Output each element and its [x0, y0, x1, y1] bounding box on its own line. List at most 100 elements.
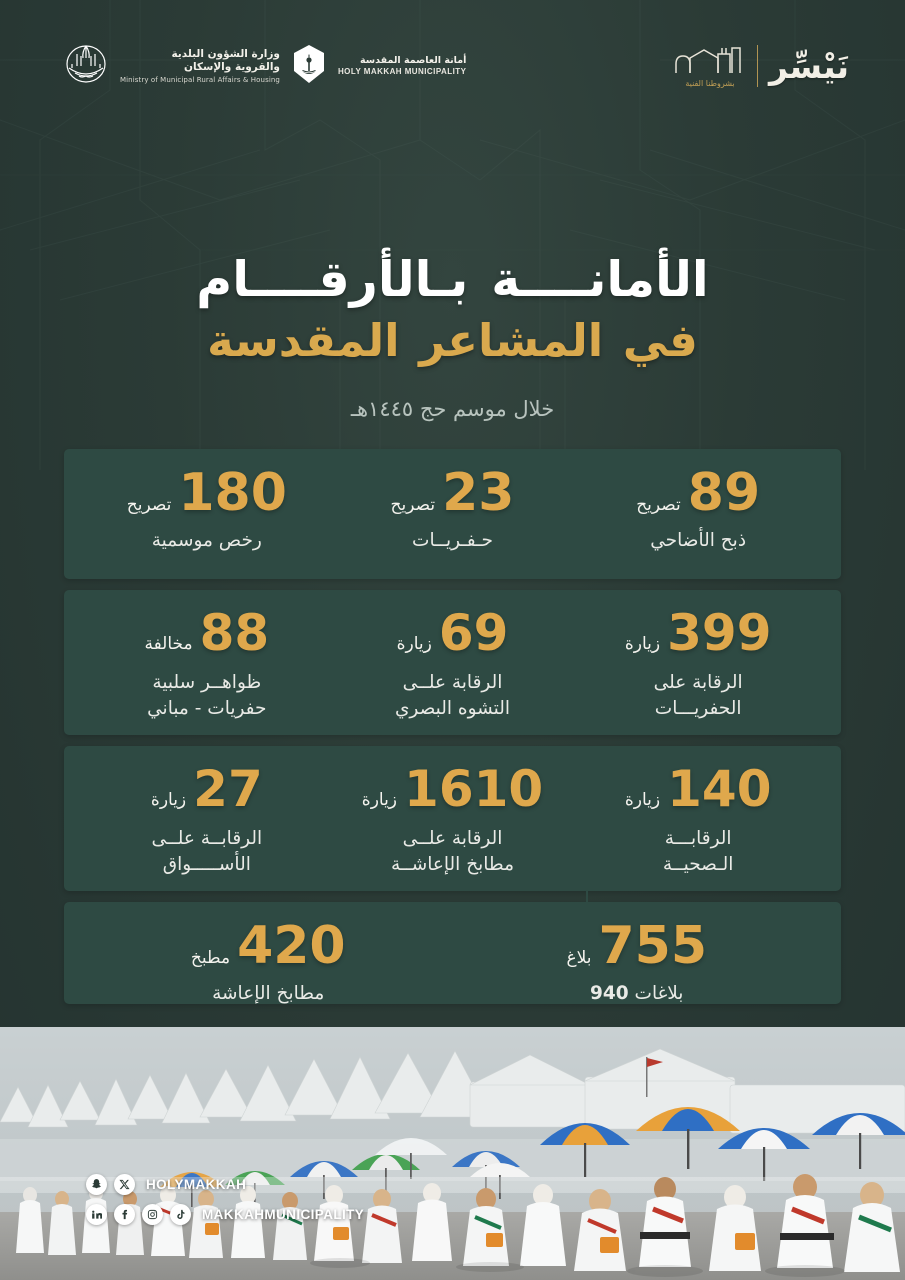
- stat-description-line1: الرقابة علــى: [402, 671, 503, 693]
- stat-value-line: 88 مخالفة: [90, 604, 324, 663]
- stat-unit: زيارة: [361, 789, 398, 810]
- logo-divider: [757, 45, 759, 87]
- stat-value: 1610: [404, 760, 544, 819]
- stat-description-bold: 940: [590, 982, 629, 1004]
- stat-description: حـفـريــات: [412, 529, 493, 551]
- municipality-text: أمانة العاصمة المقدسة HOLY MAKKAH MUNICI…: [338, 55, 466, 78]
- stat-unit: تصريح: [636, 494, 681, 515]
- x-twitter-icon[interactable]: [114, 1174, 135, 1195]
- stat-value: 27: [193, 760, 263, 819]
- social-handle: MAKKAHMUNICIPALITY: [202, 1207, 365, 1222]
- makkah-skyline-icon: بشروطنا الفنية: [674, 44, 746, 88]
- stat-value: 140: [667, 760, 772, 819]
- stat-value: 69: [438, 604, 509, 663]
- stat-unit: زيارة: [624, 633, 661, 654]
- tiktok-icon[interactable]: [170, 1204, 191, 1225]
- stat-value-line: 399 زيارة: [581, 604, 815, 663]
- municipality-arabic: أمانة العاصمة المقدسة: [360, 54, 467, 66]
- government-logos: أمانة العاصمة المقدسة HOLY MAKKAH MUNICI…: [64, 42, 466, 90]
- stat-value-line: 140 زيارة: [581, 760, 815, 819]
- pilgrims-photo: [0, 1027, 905, 1280]
- stat-description-line2: الحفريـــات: [654, 698, 742, 720]
- emblem-caption: بشروطنا الفنية: [685, 79, 735, 88]
- stat-cell: 420 مطبخ مطابخ الإعاشة: [84, 916, 453, 1006]
- stat-value-line: 180 تصريح: [90, 463, 324, 524]
- stat-cell: 180 تصريح رخص موسمية: [84, 463, 330, 553]
- poster-header: نَيْسِّر بشروطنا الفنية أمانة العاصمة ال: [0, 0, 905, 132]
- stat-value-line: 755 بلاغ: [459, 916, 816, 977]
- saudi-shield-icon: [292, 44, 326, 88]
- social-handle: HOLYMAKKAH: [146, 1177, 247, 1192]
- stat-description-line2: الأســـــواق: [162, 854, 251, 876]
- social-row-makkahmunicipality: MAKKAHMUNICIPALITY: [86, 1204, 364, 1225]
- snapchat-icon[interactable]: [86, 1174, 107, 1195]
- stat-value: 23: [442, 463, 515, 524]
- stat-value: 399: [667, 604, 772, 663]
- stat-description-line2: التشوه البصري: [394, 698, 511, 720]
- nysr-brand-logo: نَيْسِّر بشروطنا الفنية: [674, 44, 850, 88]
- stat-description-line2: مطابخ الإعاشــة: [390, 854, 515, 876]
- stat-description: بلاغات 940: [459, 982, 816, 1006]
- ministry-text: وزارة الشؤون البلدية والقروية والإسكان M…: [120, 48, 280, 85]
- poster-title: الأمانــــة بـالأرقــــام: [196, 251, 709, 308]
- stat-cell: 399 زيارة الرقابة على الحفريـــات: [575, 604, 821, 720]
- stat-description: رخص موسمية: [151, 529, 262, 551]
- stat-unit: مطبخ: [190, 947, 231, 968]
- stat-description-line1: الرقابـــة: [664, 827, 732, 849]
- stat-cell: 1610 زيارة الرقابة علــى مطابخ الإعاشــة: [330, 760, 576, 876]
- ministry-palm-emblem-icon: [64, 42, 108, 90]
- stat-unit: بلاغ: [566, 947, 592, 968]
- nysr-wordmark: نَيْسِّر: [769, 46, 850, 86]
- stats-section: 89 تصريح ذبح الأضاحي 23 تصريح حـفـريــات…: [0, 449, 905, 1006]
- facebook-icon[interactable]: [114, 1204, 135, 1225]
- stat-description-line1: ظواهــر سلبية: [152, 671, 262, 693]
- stat-value: 420: [237, 916, 346, 977]
- stat-unit: مخالفة: [144, 633, 193, 654]
- stat-cell: 89 تصريح ذبح الأضاحي: [575, 463, 821, 553]
- social-row-holymakkah: HOLYMAKKAH: [86, 1174, 364, 1195]
- stat-unit: زيارة: [150, 789, 187, 810]
- linkedin-icon[interactable]: [86, 1204, 107, 1225]
- stat-value: 755: [598, 916, 708, 977]
- stat-cell: 755 بلاغ بلاغات 940: [453, 916, 822, 1006]
- stat-unit: زيارة: [396, 633, 432, 654]
- ministry-arabic-line2: والقروية والإسكان: [184, 60, 280, 73]
- poster-season: خلال موسم حج ١٤٤٥هـ: [350, 397, 555, 422]
- stat-cell: 23 تصريح حـفـريــات: [330, 463, 576, 553]
- stat-value-line: 23 تصريح: [336, 463, 570, 524]
- stat-value-line: 89 تصريح: [581, 463, 815, 524]
- stat-unit: تصريح: [390, 494, 436, 515]
- ministry-english: Ministry of Municipal Rural Affairs & Ho…: [120, 75, 280, 84]
- ministry-arabic-line1: وزارة الشؤون البلدية: [171, 47, 280, 60]
- social-footer: HOLYMAKKAH: [86, 1174, 364, 1234]
- instagram-icon[interactable]: [142, 1204, 163, 1225]
- stat-description-line2: الـصحيــة: [662, 854, 734, 876]
- stat-description-line1: الرقابــة علــى: [151, 827, 263, 849]
- stats-row-1: 89 تصريح ذبح الأضاحي 23 تصريح حـفـريــات…: [64, 449, 841, 580]
- stat-description: مطابخ الإعاشة: [212, 982, 325, 1004]
- stat-description-line1: الرقابة على: [653, 671, 743, 693]
- stat-value: 88: [199, 604, 270, 663]
- stat-value: 89: [687, 463, 761, 524]
- stat-value-line: 420 مطبخ: [90, 916, 447, 977]
- title-block: الأمانــــة بـالأرقــــام في المشاعر الم…: [0, 250, 905, 421]
- stat-cell: 88 مخالفة ظواهــر سلبية حفريات - مباني: [84, 604, 330, 720]
- stat-value-line: 69 زيارة: [336, 604, 570, 663]
- stat-cell: 27 زيارة الرقابــة علــى الأســـــواق: [84, 760, 330, 876]
- stat-unit: تصريح: [126, 494, 172, 515]
- stat-cell: 69 زيارة الرقابة علــى التشوه البصري: [330, 604, 576, 720]
- stat-value-line: 27 زيارة: [90, 760, 324, 819]
- stat-description-line1: الرقابة علــى: [402, 827, 503, 849]
- poster-subtitle: في المشاعر المقدسة: [207, 313, 698, 367]
- stat-unit: زيارة: [624, 789, 661, 810]
- stats-row-4: 755 بلاغ بلاغات 940 420 مطبخ مطابخ الإعا…: [64, 902, 841, 1006]
- stats-row-2: 399 زيارة الرقابة على الحفريـــات 69 زيا…: [64, 590, 841, 736]
- stat-cell: 140 زيارة الرقابـــة الـصحيــة: [575, 760, 821, 876]
- stats-row-3: 140 زيارة الرقابـــة الـصحيــة 1610 زيار…: [64, 746, 841, 892]
- stat-value: 180: [178, 463, 287, 524]
- stat-value-line: 1610 زيارة: [336, 760, 570, 819]
- municipality-english: HOLY MAKKAH MUNICIPALITY: [337, 66, 467, 76]
- stat-description-prefix: بلاغات: [628, 982, 684, 1004]
- stat-description-line2: حفريات - مباني: [147, 698, 267, 720]
